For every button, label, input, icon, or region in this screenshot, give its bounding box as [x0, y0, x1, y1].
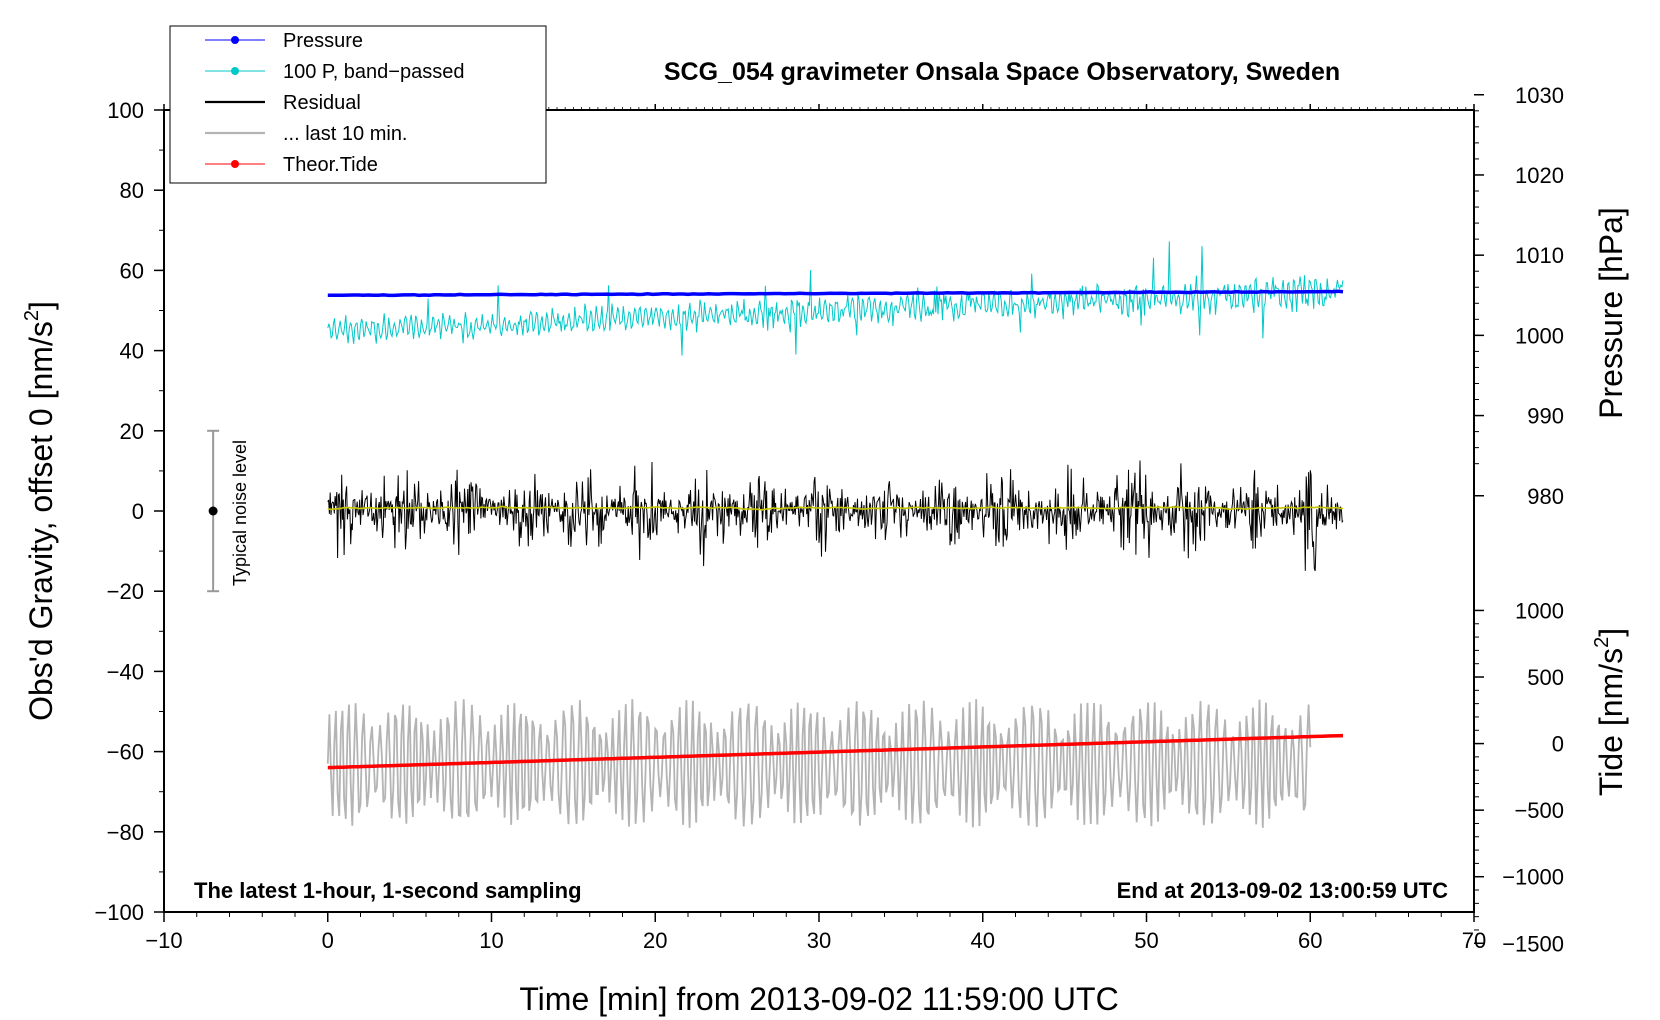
- tide-axis-ticks: 1000 500 0 −500 −1000 −1500: [1474, 598, 1564, 956]
- pressure-tick-label: 1030: [1515, 83, 1564, 108]
- legend-marker: [231, 160, 239, 168]
- annotation-end-time: End at 2013-09-02 13:00:59 UTC: [1117, 878, 1448, 903]
- pressure-axis-title: Pressure [hPa]: [1593, 207, 1629, 419]
- series-last-10-min: [326, 699, 1312, 828]
- legend-box: [169, 25, 547, 184]
- y-tick-label: 60: [120, 258, 144, 283]
- y-tick-label: 80: [120, 178, 144, 203]
- legend: Pressure 100 P, band−passed Residual ... la…: [169, 25, 547, 184]
- x-tick-label: 70: [1462, 928, 1486, 953]
- series-theoretical-tide: [327, 733, 1344, 770]
- y-tick-label: −60: [107, 740, 144, 765]
- noise-level-label: Typical noise level: [230, 440, 250, 586]
- legend-label: ... last 10 min.: [283, 123, 408, 145]
- pressure-tick-label: 1000: [1515, 323, 1564, 348]
- pressure-axis-ticks: 1030 1020 1010 1000 990 980: [1474, 83, 1564, 509]
- tide-axis-title-sup: 2: [1591, 637, 1613, 648]
- legend-label: 100 P, band−passed: [283, 61, 464, 83]
- tide-tick-label: −1000: [1502, 865, 1564, 890]
- x-tick-label: 40: [971, 928, 995, 953]
- y-axis-title-main: Obs'd Gravity, offset 0 [nm/s: [23, 321, 59, 721]
- series-residual-smoothed: [327, 505, 1343, 511]
- tide-tick-label: 1000: [1515, 598, 1564, 623]
- legend-marker: [231, 36, 239, 44]
- x-tick-label: 60: [1298, 928, 1322, 953]
- series-pressure-bandpassed: [327, 241, 1344, 356]
- x-axis-title: Time [min] from 2013-09-02 11:59:00 UTC: [519, 981, 1118, 1017]
- y-tick-label: 100: [107, 98, 144, 123]
- tide-axis-title: Tide [nm/s2]: [1591, 628, 1629, 796]
- x-tick-label: 10: [479, 928, 503, 953]
- x-tick-label: 20: [643, 928, 667, 953]
- y-tick-label: 40: [120, 339, 144, 364]
- y-tick-label: −40: [107, 659, 144, 684]
- annotation-sampling: The latest 1-hour, 1-second sampling: [194, 878, 582, 903]
- chart-title: SCG_054 gravimeter Onsala Space Observat…: [664, 58, 1340, 86]
- x-tick-label: −10: [145, 928, 182, 953]
- y-axis-title: Obs'd Gravity, offset 0 [nm/s2]: [21, 301, 59, 721]
- y-tick-label: 0: [132, 499, 144, 524]
- y-axis-ticks: 100 80 60 40 20 0 −20 −40 −60 −80 −100: [94, 98, 164, 925]
- pressure-tick-label: 1020: [1515, 163, 1564, 188]
- tide-tick-label: 500: [1527, 665, 1564, 690]
- y-tick-label: −80: [107, 820, 144, 845]
- series-residual: [327, 460, 1344, 572]
- y-tick-label: −100: [94, 900, 144, 925]
- series-pressure: [327, 289, 1344, 298]
- series-layer: [326, 241, 1344, 828]
- y-tick-label: −20: [107, 579, 144, 604]
- legend-label: Residual: [283, 92, 361, 114]
- tide-tick-label: −500: [1514, 798, 1564, 823]
- y-axis-title-sup: 2: [21, 310, 43, 321]
- tide-tick-label: −1500: [1502, 931, 1564, 956]
- pressure-tick-label: 990: [1527, 404, 1564, 429]
- noise-level-indicator: [207, 429, 220, 593]
- y-tick-label: 20: [120, 419, 144, 444]
- tide-axis-title-main: Tide [nm/s: [1593, 648, 1629, 796]
- x-tick-label: 0: [322, 928, 334, 953]
- x-tick-label: 30: [807, 928, 831, 953]
- pressure-tick-label: 980: [1527, 484, 1564, 509]
- legend-label: Theor.Tide: [283, 154, 378, 176]
- pressure-tick-label: 1010: [1515, 243, 1564, 268]
- tide-axis-title-end: ]: [1593, 628, 1629, 637]
- tide-tick-label: 0: [1552, 732, 1564, 757]
- legend-marker: [231, 67, 239, 75]
- noise-bar-center-dot: [208, 506, 218, 516]
- legend-label: Pressure: [283, 30, 363, 52]
- x-tick-label: 50: [1134, 928, 1158, 953]
- x-axis-ticks: −10 0 10 20 30 40 50 60 70: [145, 104, 1486, 953]
- y-axis-title-end: ]: [23, 301, 59, 310]
